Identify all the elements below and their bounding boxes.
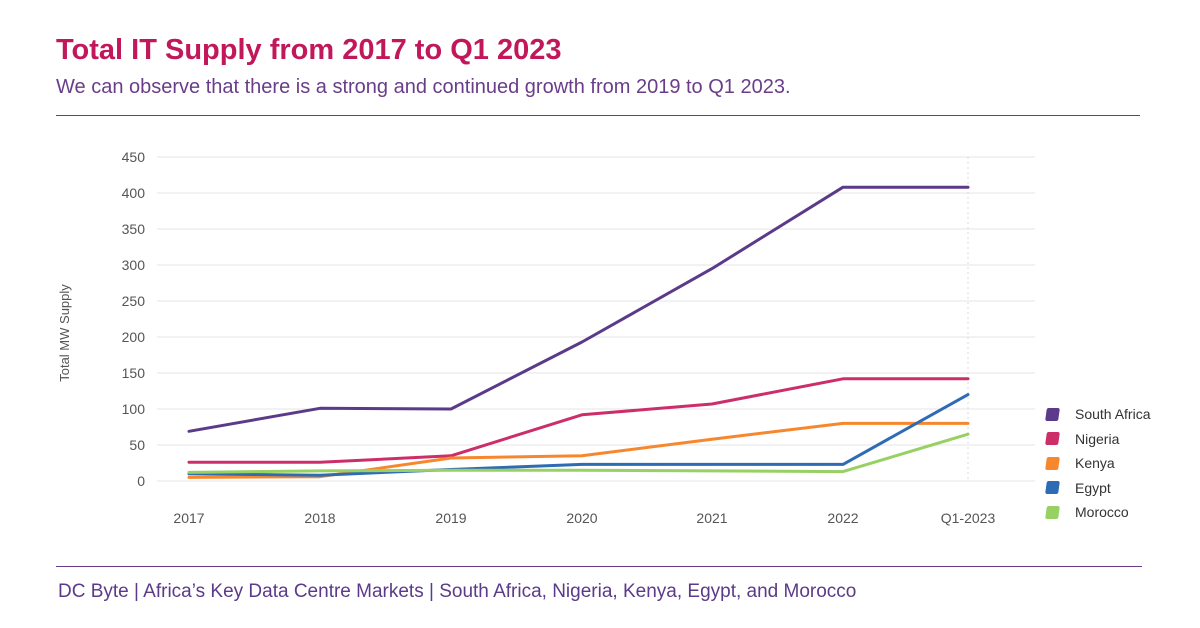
legend-swatch [1045, 481, 1060, 495]
chart-title: Total IT Supply from 2017 to Q1 2023 [56, 34, 562, 66]
y-tick-label: 300 [122, 257, 146, 273]
legend-swatch [1045, 432, 1060, 446]
footer-divider [56, 566, 1142, 567]
x-tick-label: 2021 [696, 510, 727, 526]
legend-item-kenya: Kenya [1045, 451, 1151, 476]
footer-source: DC Byte | Africa’s Key Data Centre Marke… [58, 581, 857, 602]
y-tick-label: 150 [122, 365, 146, 381]
chart-subtitle: We can observe that there is a strong an… [56, 76, 791, 98]
chart-legend: South Africa Nigeria Kenya Egypt Morocco [1045, 402, 1151, 525]
legend-label: Kenya [1075, 455, 1115, 472]
y-tick-label: 200 [122, 329, 146, 345]
legend-swatch [1045, 407, 1060, 421]
legend-label: Egypt [1075, 479, 1111, 496]
x-tick-label: 2018 [304, 510, 335, 526]
x-tick-labels: 2017 2018 2019 2020 2021 2022 Q1-2023 [173, 510, 995, 526]
legend-label: Morocco [1075, 504, 1129, 521]
gridlines [157, 156, 1035, 482]
x-tick-label: Q1-2023 [941, 510, 996, 526]
x-tick-label: 2019 [435, 510, 466, 526]
legend-label: Nigeria [1075, 430, 1120, 447]
y-tick-label: 250 [122, 293, 146, 309]
legend-item-south-africa: South Africa [1045, 402, 1151, 427]
y-tick-label: 400 [122, 185, 146, 201]
series-lines [187, 185, 970, 479]
title-divider [56, 115, 1140, 116]
x-tick-label: 2020 [566, 510, 597, 526]
legend-label: South Africa [1075, 406, 1151, 423]
y-tick-label: 350 [122, 221, 146, 237]
legend-swatch [1045, 505, 1060, 519]
x-tick-label: 2017 [173, 510, 204, 526]
series-line-nigeria [187, 377, 970, 464]
series-line-morocco [187, 432, 970, 474]
y-axis-label: Total MW Supply [57, 284, 72, 382]
legend-swatch [1045, 456, 1060, 470]
y-tick-labels: 0 50 100 150 200 250 300 350 400 450 [122, 149, 146, 489]
series-line-south-africa [187, 185, 970, 433]
series-line-kenya [187, 421, 970, 479]
y-tick-label: 100 [122, 401, 146, 417]
legend-item-morocco: Morocco [1045, 500, 1151, 525]
x-tick-label: 2022 [827, 510, 858, 526]
y-tick-label: 450 [122, 149, 146, 165]
series-line-egypt [187, 393, 970, 477]
legend-item-nigeria: Nigeria [1045, 427, 1151, 452]
y-tick-label: 50 [129, 437, 145, 453]
y-tick-label: 0 [137, 473, 145, 489]
legend-item-egypt: Egypt [1045, 476, 1151, 501]
